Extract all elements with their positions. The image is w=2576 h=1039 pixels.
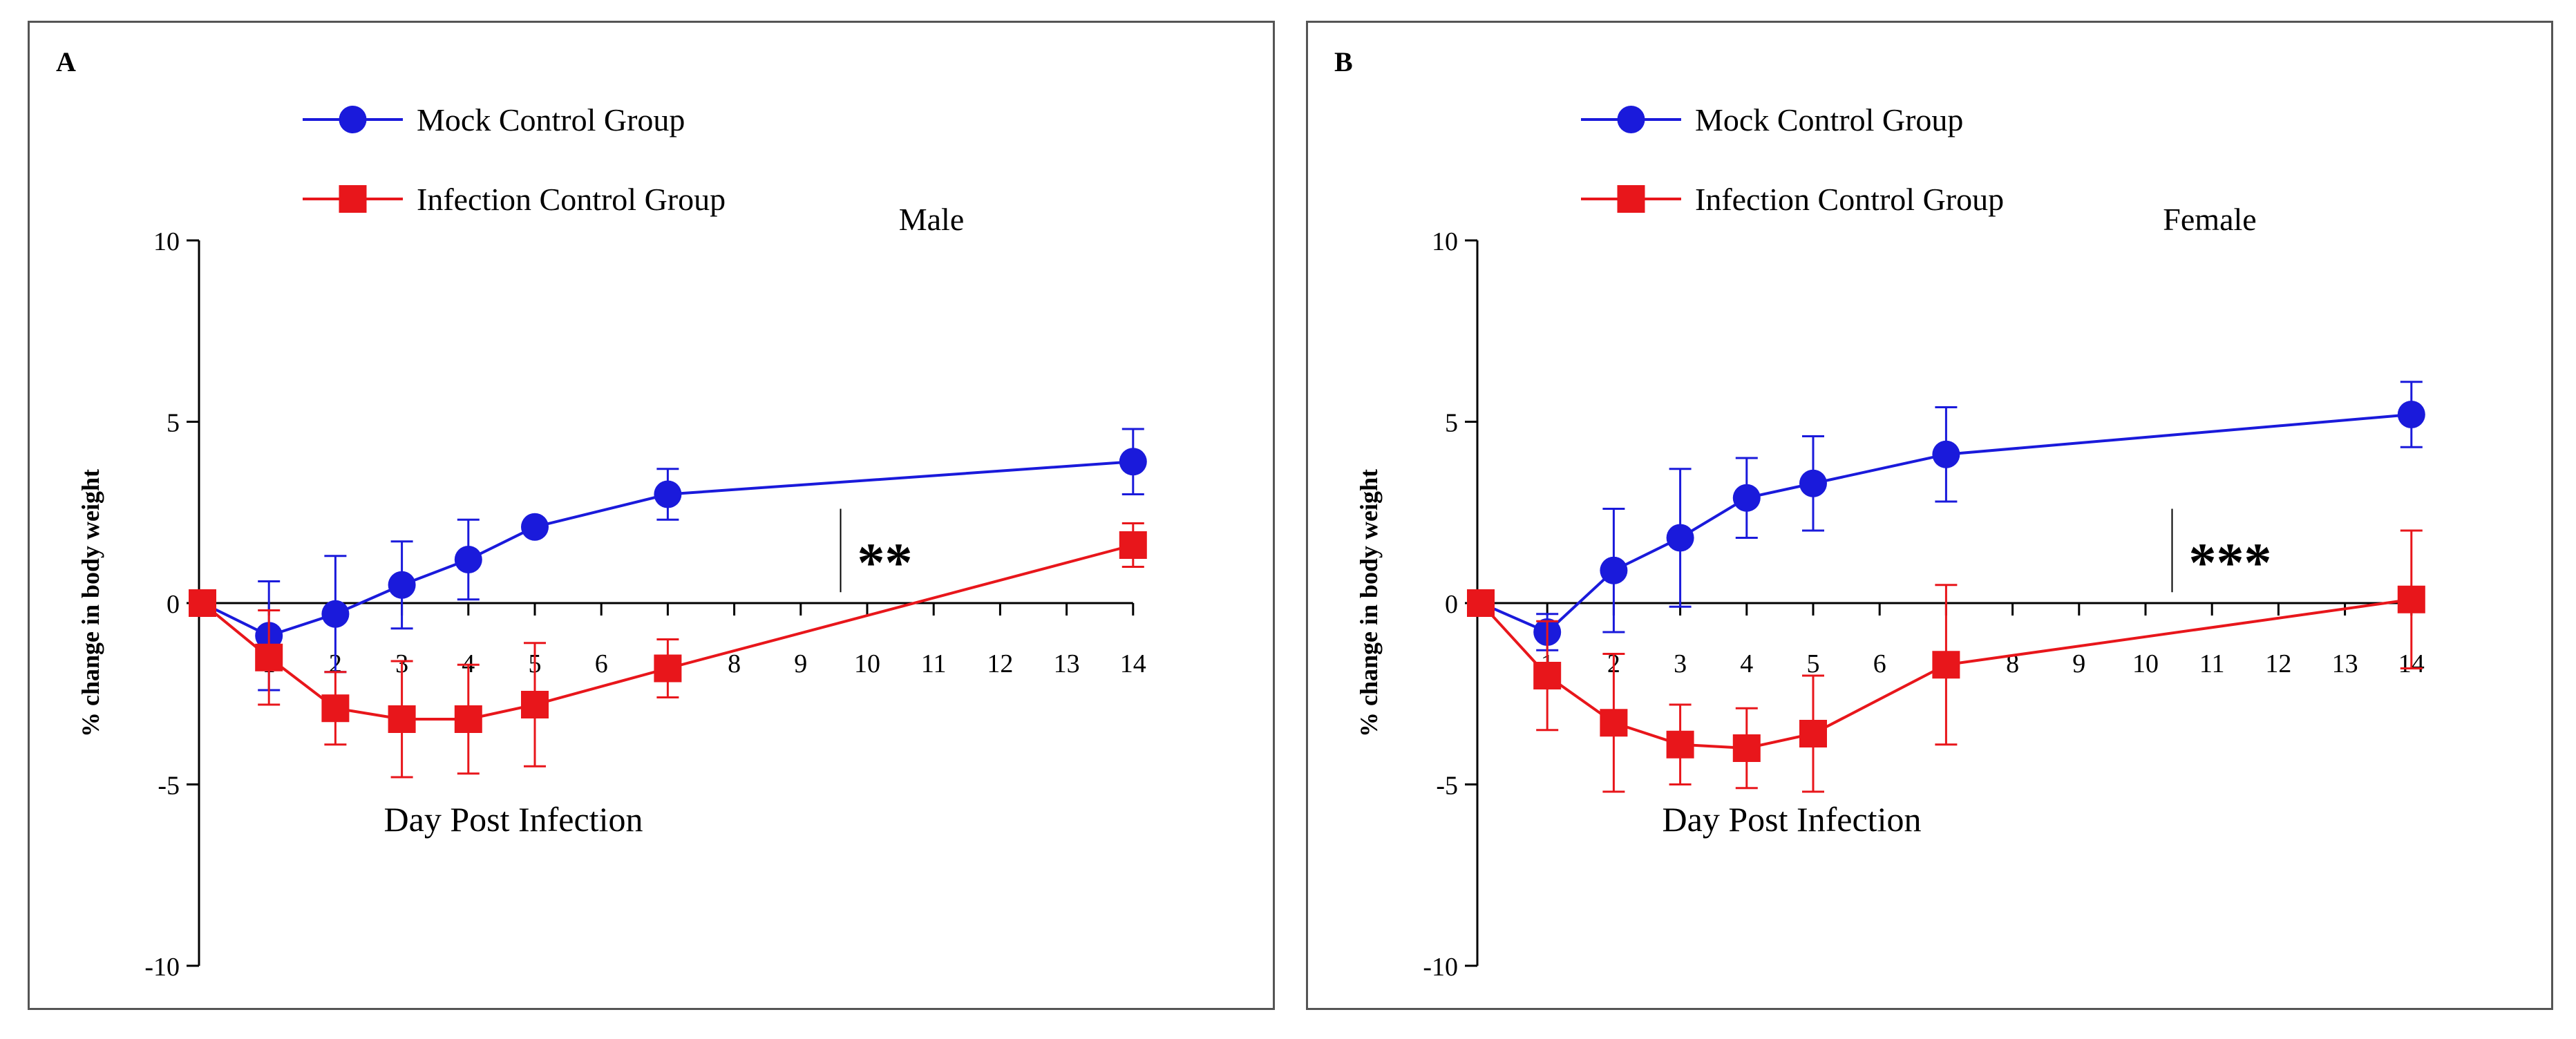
x-tick-label: 12 [2265, 649, 2291, 678]
legend-marker [339, 106, 367, 133]
y-tick-label: 5 [1445, 409, 1458, 438]
x-tick-label: 4 [1740, 649, 1753, 678]
data-point [1799, 469, 1827, 497]
x-tick-label: 12 [987, 649, 1013, 678]
chart-title: Female [2163, 202, 2256, 237]
x-tick-label: 6 [1873, 649, 1886, 678]
data-point [1932, 440, 1960, 468]
significance-annotation: ** [858, 533, 913, 594]
data-point [1600, 709, 1628, 737]
legend-label: Infection Control Group [1695, 182, 2004, 217]
data-point [654, 654, 682, 683]
y-tick-label: -10 [1423, 953, 1458, 982]
y-tick-label: -5 [1436, 772, 1458, 801]
x-tick-label: 9 [794, 649, 807, 678]
data-point [321, 694, 350, 723]
chart-svg-a: A-10-505101234567891011121314**Mock Cont… [56, 46, 1147, 982]
y-tick-label: 0 [1445, 590, 1458, 619]
legend-marker [339, 185, 367, 213]
series-line-0 [1480, 413, 2412, 634]
x-tick-label: 6 [595, 649, 608, 678]
chart-svg-b: B-10-505101234567891011121314***Mock Con… [1334, 46, 2425, 982]
data-point [1467, 589, 1495, 617]
data-point [1732, 484, 1761, 512]
data-point [1533, 662, 1562, 689]
data-point [1799, 720, 1827, 747]
chart-panel-b: B-10-505101234567891011121314***Mock Con… [1306, 21, 2553, 1010]
data-point [321, 600, 350, 628]
significance-annotation: *** [2188, 533, 2271, 594]
legend-label: Mock Control Group [417, 102, 685, 137]
y-axis-label: % change in body weight [1355, 469, 1383, 737]
data-point [388, 705, 416, 733]
x-tick-label: 10 [854, 649, 880, 678]
legend-marker [1617, 106, 1645, 133]
data-point [1732, 734, 1761, 762]
data-point [1119, 531, 1147, 559]
y-tick-label: -10 [144, 953, 180, 982]
data-point [2397, 401, 2425, 428]
data-point [189, 589, 216, 617]
chart-title: Male [899, 202, 965, 237]
data-point [521, 691, 549, 718]
x-tick-label: 10 [2132, 649, 2159, 678]
panel-label: B [1334, 46, 1353, 77]
panel-label: A [56, 46, 76, 77]
data-point [1666, 524, 1694, 552]
data-point [654, 480, 682, 508]
data-point [1666, 730, 1694, 759]
x-tick-label: 11 [2199, 649, 2225, 678]
x-tick-label: 3 [1674, 649, 1687, 678]
x-tick-label: 13 [1054, 649, 1080, 678]
x-tick-label: 14 [1120, 649, 1146, 678]
legend-marker [1617, 185, 1645, 213]
y-tick-label: 5 [167, 409, 180, 438]
x-tick-label: 13 [2332, 649, 2358, 678]
x-tick-label: 8 [728, 649, 741, 678]
legend-label: Mock Control Group [1695, 102, 1963, 137]
chart-panel-a: A-10-505101234567891011121314**Mock Cont… [28, 21, 1275, 1010]
data-point [1119, 448, 1147, 476]
data-point [255, 643, 283, 671]
y-axis-label: % change in body weight [77, 469, 104, 737]
x-tick-label: 11 [921, 649, 947, 678]
data-point [454, 546, 482, 573]
x-tick-label: 5 [1807, 649, 1820, 678]
x-axis-label: Day Post Infection [1663, 800, 1922, 839]
x-tick-label: 9 [2072, 649, 2085, 678]
data-point [454, 705, 482, 733]
y-tick-label: 0 [167, 590, 180, 619]
y-tick-label: 10 [153, 227, 180, 256]
data-point [1932, 651, 1960, 679]
data-point [1600, 556, 1628, 584]
data-point [388, 571, 416, 599]
legend-label: Infection Control Group [417, 182, 726, 217]
data-point [2397, 585, 2425, 613]
x-axis-label: Day Post Infection [384, 800, 643, 839]
data-point [521, 513, 549, 541]
y-tick-label: -5 [158, 772, 180, 801]
y-tick-label: 10 [1432, 227, 1458, 256]
